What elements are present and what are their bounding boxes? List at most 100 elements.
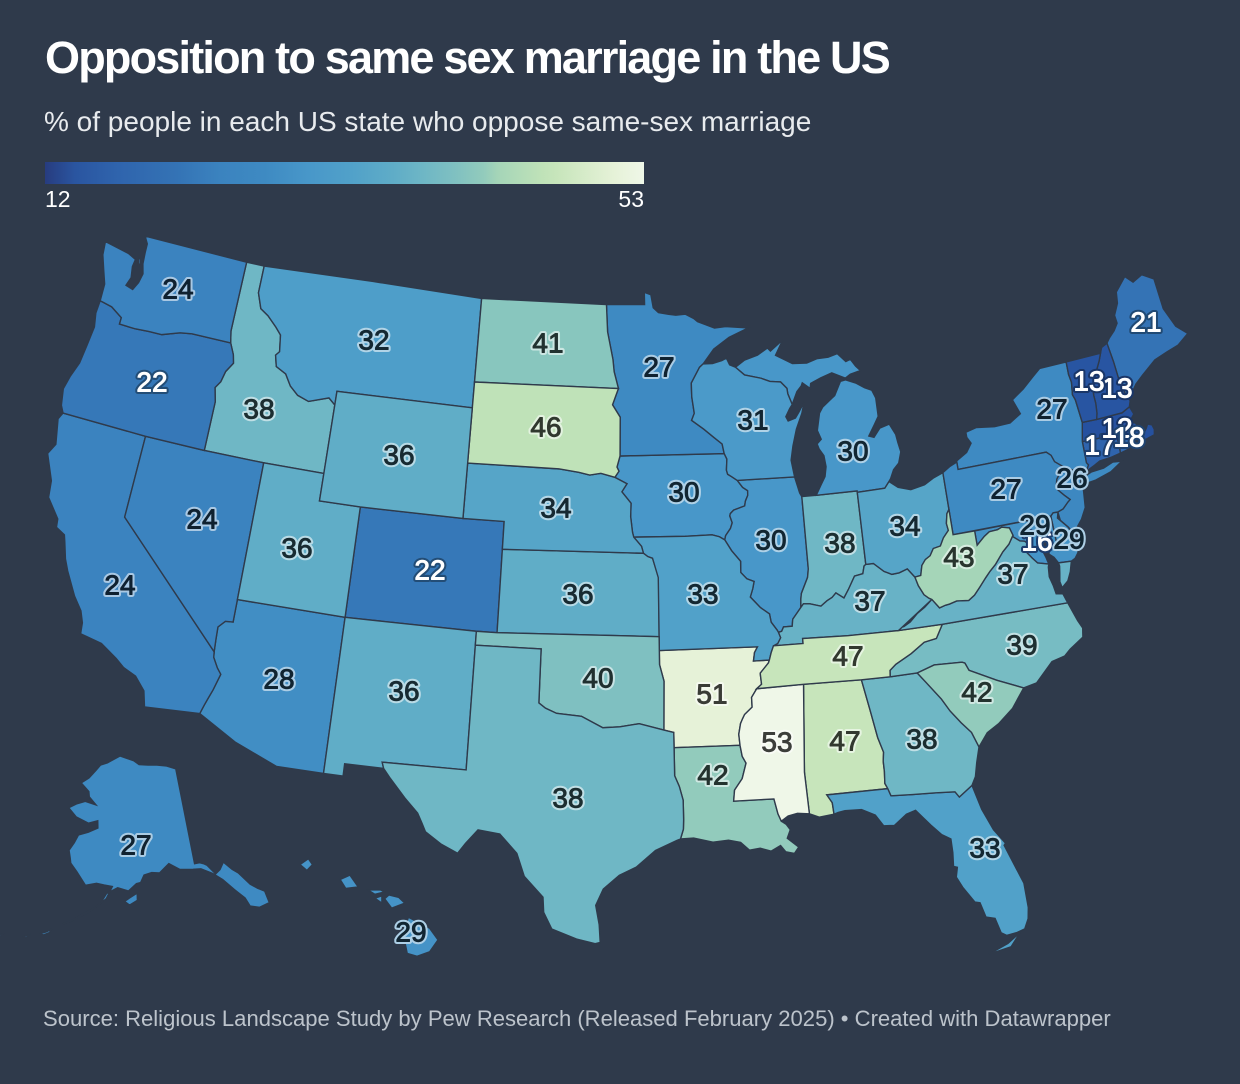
svg-text:39: 39: [1006, 630, 1037, 661]
svg-text:47: 47: [832, 641, 863, 672]
svg-text:51: 51: [696, 679, 727, 710]
svg-text:38: 38: [243, 394, 274, 425]
svg-text:37: 37: [854, 586, 885, 617]
svg-text:27: 27: [643, 352, 674, 383]
svg-text:36: 36: [281, 533, 312, 564]
svg-text:47: 47: [829, 726, 860, 757]
svg-text:24: 24: [186, 504, 217, 535]
svg-text:21: 21: [1130, 307, 1161, 338]
svg-text:18: 18: [1113, 422, 1144, 453]
svg-text:31: 31: [737, 405, 768, 436]
svg-text:16: 16: [1021, 526, 1052, 557]
svg-text:28: 28: [263, 664, 294, 695]
svg-text:16: 16: [1021, 526, 1052, 557]
svg-text:43: 43: [943, 542, 974, 573]
svg-text:36: 36: [281, 533, 312, 564]
svg-text:30: 30: [668, 477, 699, 508]
svg-text:21: 21: [1130, 307, 1161, 338]
svg-text:29: 29: [395, 917, 426, 948]
svg-text:38: 38: [552, 783, 583, 814]
svg-text:38: 38: [824, 528, 855, 559]
svg-text:38: 38: [243, 394, 274, 425]
svg-text:34: 34: [889, 511, 920, 542]
svg-text:17: 17: [1084, 430, 1115, 461]
svg-text:46: 46: [530, 412, 561, 443]
svg-text:42: 42: [961, 677, 992, 708]
svg-text:29: 29: [1053, 524, 1084, 555]
svg-text:24: 24: [104, 570, 135, 601]
svg-text:22: 22: [414, 555, 445, 586]
svg-text:32: 32: [358, 325, 389, 356]
svg-text:32: 32: [358, 325, 389, 356]
svg-text:29: 29: [395, 917, 426, 948]
svg-text:26: 26: [1056, 463, 1087, 494]
svg-text:40: 40: [582, 663, 613, 694]
svg-text:30: 30: [755, 525, 786, 556]
svg-text:40: 40: [582, 663, 613, 694]
svg-text:27: 27: [990, 474, 1021, 505]
svg-text:42: 42: [697, 760, 728, 791]
svg-text:34: 34: [540, 493, 571, 524]
svg-text:36: 36: [388, 676, 419, 707]
svg-text:34: 34: [540, 493, 571, 524]
svg-text:12: 12: [1101, 413, 1132, 444]
svg-text:24: 24: [104, 570, 135, 601]
svg-text:22: 22: [136, 367, 167, 398]
svg-text:33: 33: [687, 579, 718, 610]
svg-text:24: 24: [162, 274, 193, 305]
svg-text:42: 42: [697, 760, 728, 791]
svg-text:39: 39: [1006, 630, 1037, 661]
svg-text:30: 30: [755, 525, 786, 556]
svg-text:24: 24: [186, 504, 217, 535]
svg-text:41: 41: [532, 328, 563, 359]
svg-text:22: 22: [136, 367, 167, 398]
svg-text:29: 29: [1019, 510, 1050, 541]
svg-text:13: 13: [1073, 366, 1104, 397]
svg-text:28: 28: [263, 664, 294, 695]
svg-text:46: 46: [530, 412, 561, 443]
svg-text:27: 27: [643, 352, 674, 383]
svg-text:43: 43: [943, 542, 974, 573]
svg-text:53: 53: [761, 727, 792, 758]
svg-text:17: 17: [1084, 430, 1115, 461]
svg-text:47: 47: [829, 726, 860, 757]
svg-text:18: 18: [1113, 422, 1144, 453]
svg-text:33: 33: [687, 579, 718, 610]
svg-text:37: 37: [997, 559, 1028, 590]
svg-text:27: 27: [1036, 394, 1067, 425]
svg-text:42: 42: [961, 677, 992, 708]
svg-text:33: 33: [969, 833, 1000, 864]
svg-text:27: 27: [990, 474, 1021, 505]
svg-text:13: 13: [1101, 373, 1132, 404]
svg-text:30: 30: [837, 436, 868, 467]
svg-text:27: 27: [1036, 394, 1067, 425]
svg-text:13: 13: [1073, 366, 1104, 397]
svg-text:24: 24: [162, 274, 193, 305]
svg-text:27: 27: [120, 830, 151, 861]
svg-text:30: 30: [668, 477, 699, 508]
svg-text:33: 33: [969, 833, 1000, 864]
svg-text:30: 30: [837, 436, 868, 467]
svg-text:34: 34: [889, 511, 920, 542]
svg-text:41: 41: [532, 328, 563, 359]
svg-text:36: 36: [383, 440, 414, 471]
svg-text:37: 37: [854, 586, 885, 617]
svg-text:38: 38: [824, 528, 855, 559]
svg-text:36: 36: [562, 579, 593, 610]
svg-text:37: 37: [997, 559, 1028, 590]
svg-text:47: 47: [832, 641, 863, 672]
svg-text:12: 12: [1101, 413, 1132, 444]
svg-text:31: 31: [737, 405, 768, 436]
svg-text:38: 38: [906, 724, 937, 755]
svg-text:29: 29: [1053, 524, 1084, 555]
svg-text:22: 22: [414, 555, 445, 586]
svg-text:38: 38: [906, 724, 937, 755]
svg-text:13: 13: [1101, 373, 1132, 404]
svg-text:26: 26: [1056, 463, 1087, 494]
svg-text:27: 27: [120, 830, 151, 861]
svg-text:36: 36: [383, 440, 414, 471]
svg-text:29: 29: [1019, 510, 1050, 541]
svg-text:36: 36: [388, 676, 419, 707]
svg-text:36: 36: [562, 579, 593, 610]
svg-text:38: 38: [552, 783, 583, 814]
